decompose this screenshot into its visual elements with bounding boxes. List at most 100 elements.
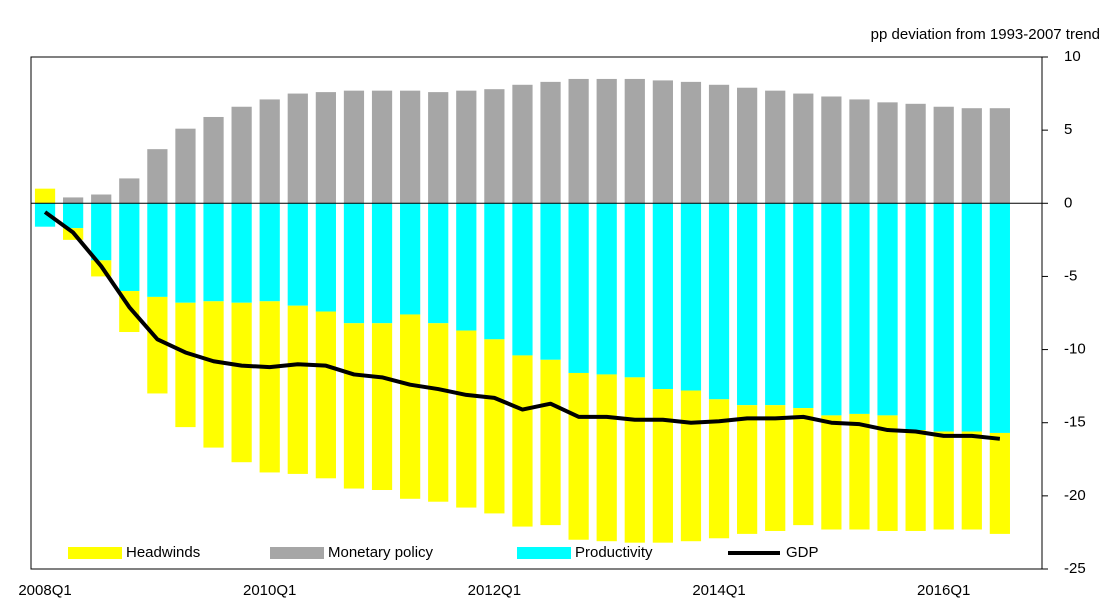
bar (400, 203, 421, 315)
x-tick-label: 2008Q1 (18, 582, 71, 599)
bar (175, 203, 196, 303)
bar (540, 203, 561, 360)
bar (961, 431, 982, 530)
legend-label: GDP (786, 544, 819, 561)
bar (371, 90, 393, 204)
bar (708, 84, 730, 204)
y-tick-label: -25 (1064, 560, 1086, 577)
bar (765, 405, 786, 531)
bar (652, 80, 673, 204)
bar (175, 302, 196, 428)
bar (905, 103, 926, 204)
x-tick-label: 2016Q1 (917, 582, 970, 599)
bar (624, 78, 645, 204)
bar (34, 203, 56, 227)
bar (91, 203, 112, 261)
bar (989, 108, 1010, 204)
bar (905, 430, 926, 531)
bar (652, 203, 673, 390)
bar (624, 377, 645, 543)
bar (119, 203, 140, 292)
bar (680, 81, 702, 204)
bar (456, 203, 477, 331)
bar (905, 203, 926, 431)
bar (63, 197, 84, 204)
bar (989, 203, 1010, 433)
bar (877, 415, 898, 531)
bar (596, 374, 617, 542)
bar (737, 405, 758, 534)
bar (708, 399, 730, 539)
bar (63, 203, 84, 229)
legend-swatch (517, 547, 571, 559)
bar (596, 203, 617, 375)
bar (484, 203, 505, 340)
bar (877, 203, 898, 416)
bar (147, 203, 168, 297)
bar (456, 90, 477, 204)
x-tick-label: 2012Q1 (468, 582, 521, 599)
legend-label: Monetary policy (328, 544, 434, 561)
y-tick-label: -10 (1064, 341, 1086, 358)
y-tick-label: -20 (1064, 487, 1086, 504)
bar (343, 203, 365, 324)
bar (343, 323, 365, 489)
bar (371, 323, 393, 491)
bar (933, 203, 954, 432)
bar (203, 301, 224, 448)
bar (652, 389, 673, 543)
bar (765, 203, 786, 406)
bar (147, 149, 168, 204)
bar (568, 372, 589, 540)
bar (259, 99, 280, 204)
bar (821, 415, 842, 530)
bar (315, 203, 336, 312)
bar (849, 413, 870, 530)
bar (512, 355, 533, 527)
bar (287, 305, 308, 474)
bar (821, 96, 842, 204)
plot-frame (30, 56, 1043, 570)
bar (849, 203, 870, 414)
bar (456, 330, 477, 508)
bar (287, 93, 308, 204)
bar (540, 359, 561, 526)
bar (737, 203, 758, 406)
bar (231, 106, 252, 204)
bar (708, 203, 730, 400)
bar (484, 89, 505, 204)
bar (315, 92, 336, 204)
bar (343, 90, 365, 204)
bar (287, 203, 308, 306)
y-tick-label: 5 (1064, 121, 1072, 138)
bar (877, 102, 898, 204)
y-tick-label: -15 (1064, 414, 1086, 431)
bar (400, 90, 421, 204)
y-tick-label: -5 (1064, 267, 1077, 284)
bar (91, 194, 112, 204)
bar (540, 81, 561, 204)
bar (147, 296, 168, 394)
legend-swatch (68, 547, 122, 559)
bar (680, 390, 702, 542)
bar (428, 203, 449, 324)
bar (821, 203, 842, 416)
bar (175, 128, 196, 204)
bar (793, 93, 814, 204)
bar (259, 203, 280, 302)
bar (568, 78, 589, 204)
bar (737, 87, 758, 204)
bar (34, 188, 56, 204)
bar (624, 203, 645, 378)
bar (231, 302, 252, 463)
bar (961, 108, 982, 204)
bar (119, 178, 140, 204)
bar (371, 203, 393, 324)
bar (793, 203, 814, 409)
bar (512, 84, 533, 204)
bar (596, 78, 617, 204)
bar (849, 99, 870, 204)
bar (259, 301, 280, 473)
bar (484, 339, 505, 514)
